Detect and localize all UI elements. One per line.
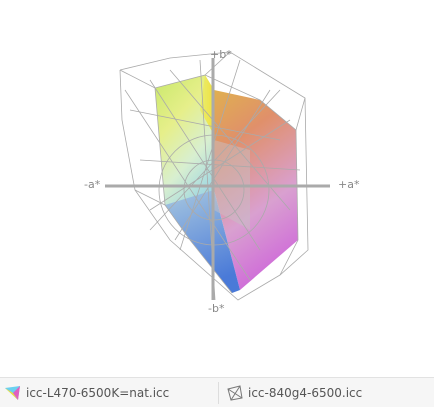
legend-bar: icc-L470-6500K=nat.icc icc-840g4-6500.ic… [0, 377, 434, 407]
axis-label: +b* [210, 48, 232, 61]
legend-label: icc-840g4-6500.icc [248, 386, 363, 400]
axis-label: +a* [338, 178, 360, 191]
divider [218, 382, 219, 404]
legend-item[interactable]: icc-840g4-6500.icc [226, 378, 362, 407]
axes [105, 58, 330, 300]
gamut-solid [155, 75, 298, 293]
legend-item[interactable]: icc-L470-6500K=nat.icc [4, 378, 169, 407]
axis-label: -b* [208, 302, 225, 315]
legend-icon [227, 385, 243, 401]
legend-icon [5, 386, 20, 400]
gamut-view: +b* -b* -a* +a* [84, 48, 360, 315]
legend-label: icc-L470-6500K=nat.icc [26, 386, 170, 400]
axis-label: -a* [84, 178, 101, 191]
